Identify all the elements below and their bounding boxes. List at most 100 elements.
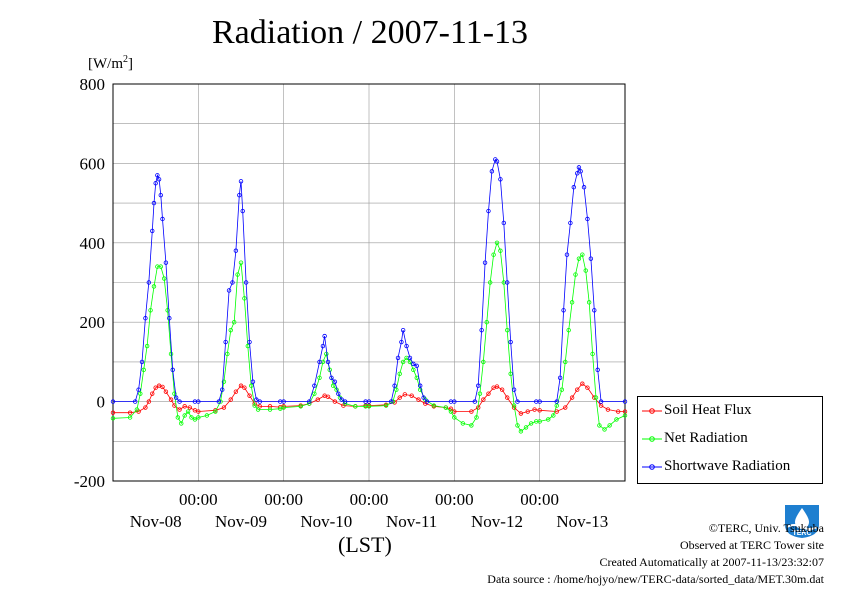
svg-text:TERC: TERC bbox=[792, 530, 811, 537]
footer-copyright: ©TERC, Univ. Tsukuba bbox=[708, 521, 824, 535]
data-point-net-radiation bbox=[225, 351, 230, 357]
data-point-net-radiation bbox=[593, 395, 599, 400]
data-point-shortwave-radiation bbox=[281, 399, 286, 404]
x-tick-date: Nov-10 bbox=[300, 512, 352, 531]
data-point-net-radiation bbox=[175, 415, 181, 420]
data-point-shortwave-radiation bbox=[424, 399, 430, 404]
data-point-shortwave-radiation bbox=[414, 363, 419, 369]
data-point-shortwave-radiation bbox=[472, 399, 478, 404]
data-point-soil-heat-flux bbox=[518, 411, 524, 416]
data-point-soil-heat-flux bbox=[499, 387, 505, 392]
data-point-soil-heat-flux bbox=[537, 408, 542, 413]
legend-item-net-radiation: Net Radiation bbox=[638, 428, 822, 450]
data-point-net-radiation bbox=[559, 387, 565, 392]
plot-frame bbox=[112, 83, 626, 482]
data-point-shortwave-radiation bbox=[173, 395, 179, 400]
data-point-soil-heat-flux bbox=[615, 409, 621, 414]
data-point-shortwave-radiation bbox=[418, 383, 423, 388]
data-point-net-radiation bbox=[192, 417, 198, 422]
data-point-shortwave-radiation bbox=[592, 308, 597, 313]
data-point-shortwave-radiation bbox=[595, 367, 600, 373]
data-point-soil-heat-flux bbox=[575, 387, 580, 392]
data-point-soil-heat-flux bbox=[416, 397, 421, 402]
data-point-soil-heat-flux bbox=[505, 395, 510, 400]
data-point-shortwave-radiation bbox=[220, 387, 225, 392]
legend-swatch-shortwave bbox=[642, 464, 662, 470]
legend-label: Shortwave Radiation bbox=[664, 458, 791, 474]
data-point-net-radiation bbox=[204, 413, 210, 418]
series-line-shortwave-radiation bbox=[113, 158, 625, 403]
data-point-shortwave-radiation bbox=[515, 399, 520, 404]
data-point-shortwave-radiation bbox=[257, 399, 262, 404]
data-point-shortwave-radiation bbox=[578, 169, 583, 174]
data-point-net-radiation bbox=[443, 405, 448, 410]
y-tick-label: 200 bbox=[80, 313, 106, 332]
data-point-soil-heat-flux bbox=[182, 404, 187, 409]
data-point-shortwave-radiation bbox=[167, 316, 172, 321]
data-point-net-radiation bbox=[523, 425, 529, 430]
data-point-net-radiation bbox=[487, 280, 493, 285]
data-point-shortwave-radiation bbox=[155, 173, 160, 178]
data-point-shortwave-radiation bbox=[237, 192, 242, 198]
data-point-net-radiation bbox=[127, 415, 133, 420]
data-point-shortwave-radiation bbox=[411, 361, 416, 367]
data-point-net-radiation bbox=[477, 391, 483, 396]
data-point-soil-heat-flux bbox=[228, 397, 233, 402]
chart-title: Radiation / 2007-11-13 bbox=[211, 14, 529, 51]
data-point-net-radiation bbox=[481, 359, 486, 365]
data-point-soil-heat-flux bbox=[146, 399, 152, 404]
legend-label: Soil Heat Flux bbox=[664, 402, 752, 418]
data-point-net-radiation bbox=[448, 409, 454, 414]
data-point-shortwave-radiation bbox=[575, 171, 580, 176]
data-point-net-radiation bbox=[469, 423, 474, 428]
data-point-net-radiation bbox=[597, 423, 602, 428]
data-point-net-radiation bbox=[249, 383, 254, 388]
data-point-shortwave-radiation bbox=[571, 185, 576, 190]
data-point-shortwave-radiation bbox=[598, 399, 604, 404]
x-axis-label: (LST) bbox=[338, 532, 392, 557]
data-point-shortwave-radiation bbox=[561, 308, 566, 313]
data-point-shortwave-radiation bbox=[110, 399, 116, 404]
data-point-net-radiation bbox=[228, 327, 233, 333]
data-point-net-radiation bbox=[172, 391, 177, 396]
data-point-net-radiation bbox=[312, 391, 317, 396]
x-tick-time: 00:00 bbox=[179, 490, 218, 509]
data-point-shortwave-radiation bbox=[407, 355, 413, 361]
data-point-shortwave-radiation bbox=[250, 379, 256, 384]
data-point-shortwave-radiation bbox=[342, 399, 348, 404]
y-tick-label: 400 bbox=[80, 234, 106, 253]
data-point-soil-heat-flux bbox=[315, 397, 320, 402]
data-point-soil-heat-flux bbox=[242, 385, 247, 390]
data-point-soil-heat-flux bbox=[494, 384, 500, 389]
x-tick-date: Nov-08 bbox=[130, 512, 182, 531]
data-point-shortwave-radiation bbox=[143, 316, 148, 321]
data-point-shortwave-radiation bbox=[421, 395, 426, 400]
data-point-soil-heat-flux bbox=[397, 395, 402, 400]
y-tick-label: 600 bbox=[80, 154, 106, 173]
data-point-shortwave-radiation bbox=[508, 339, 513, 345]
data-point-shortwave-radiation bbox=[132, 399, 138, 404]
data-point-soil-heat-flux bbox=[402, 392, 408, 397]
data-point-shortwave-radiation bbox=[243, 280, 249, 285]
data-point-shortwave-radiation bbox=[170, 367, 175, 373]
data-point-shortwave-radiation bbox=[404, 343, 409, 349]
data-point-shortwave-radiation bbox=[254, 397, 259, 402]
data-point-net-radiation bbox=[168, 351, 174, 357]
data-point-soil-heat-flux bbox=[563, 405, 568, 410]
data-point-net-radiation bbox=[281, 405, 286, 410]
data-point-soil-heat-flux bbox=[187, 405, 192, 410]
data-point-shortwave-radiation bbox=[505, 280, 510, 285]
data-point-soil-heat-flux bbox=[221, 405, 227, 410]
terc-logo: TERC bbox=[785, 505, 819, 538]
x-tick-date: Nov-09 bbox=[215, 512, 267, 531]
data-point-net-radiation bbox=[148, 308, 153, 313]
x-tick-date: Nov-13 bbox=[556, 512, 608, 531]
data-point-shortwave-radiation bbox=[247, 339, 252, 345]
data-point-shortwave-radiation bbox=[153, 181, 158, 186]
data-point-soil-heat-flux bbox=[525, 409, 530, 414]
data-point-net-radiation bbox=[622, 413, 628, 418]
data-point-net-radiation bbox=[431, 403, 437, 408]
data-point-shortwave-radiation bbox=[482, 260, 488, 265]
data-point-shortwave-radiation bbox=[163, 260, 169, 265]
